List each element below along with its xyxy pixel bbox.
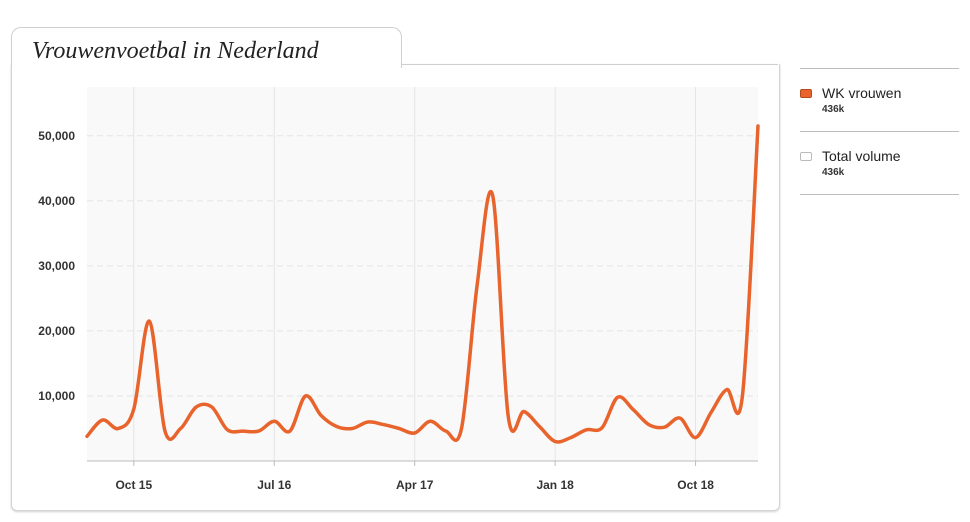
legend-value: 436k [822, 104, 844, 115]
x-tick-label: Oct 18 [677, 478, 714, 492]
x-tick-label: Jan 18 [536, 478, 574, 492]
legend-label: Total volume [822, 148, 901, 164]
y-tick-label: 40,000 [38, 194, 75, 208]
legend-item-total-volume[interactable]: Total volume 436k [800, 132, 959, 195]
x-tick-label: Jul 16 [257, 478, 291, 492]
legend-value: 436k [822, 167, 844, 178]
x-axis-ticks: Oct 15 Jul 16 Apr 17 Jan 18 Oct 18 [115, 461, 714, 492]
x-tick-label: Oct 15 [115, 478, 152, 492]
y-axis-ticks: 10,000 20,000 30,000 40,000 50,000 [38, 129, 75, 403]
plot-area [87, 87, 758, 461]
legend: WK vrouwen 436k Total volume 436k [800, 68, 959, 195]
y-tick-label: 30,000 [38, 259, 75, 273]
y-tick-label: 10,000 [38, 389, 75, 403]
legend-swatch-empty [800, 152, 812, 161]
y-tick-label: 20,000 [38, 324, 75, 338]
x-tick-label: Apr 17 [396, 478, 434, 492]
legend-swatch-filled [800, 89, 812, 98]
y-tick-label: 50,000 [38, 129, 75, 143]
legend-label: WK vrouwen [822, 85, 901, 101]
legend-item-wk-vrouwen[interactable]: WK vrouwen 436k [800, 69, 959, 132]
